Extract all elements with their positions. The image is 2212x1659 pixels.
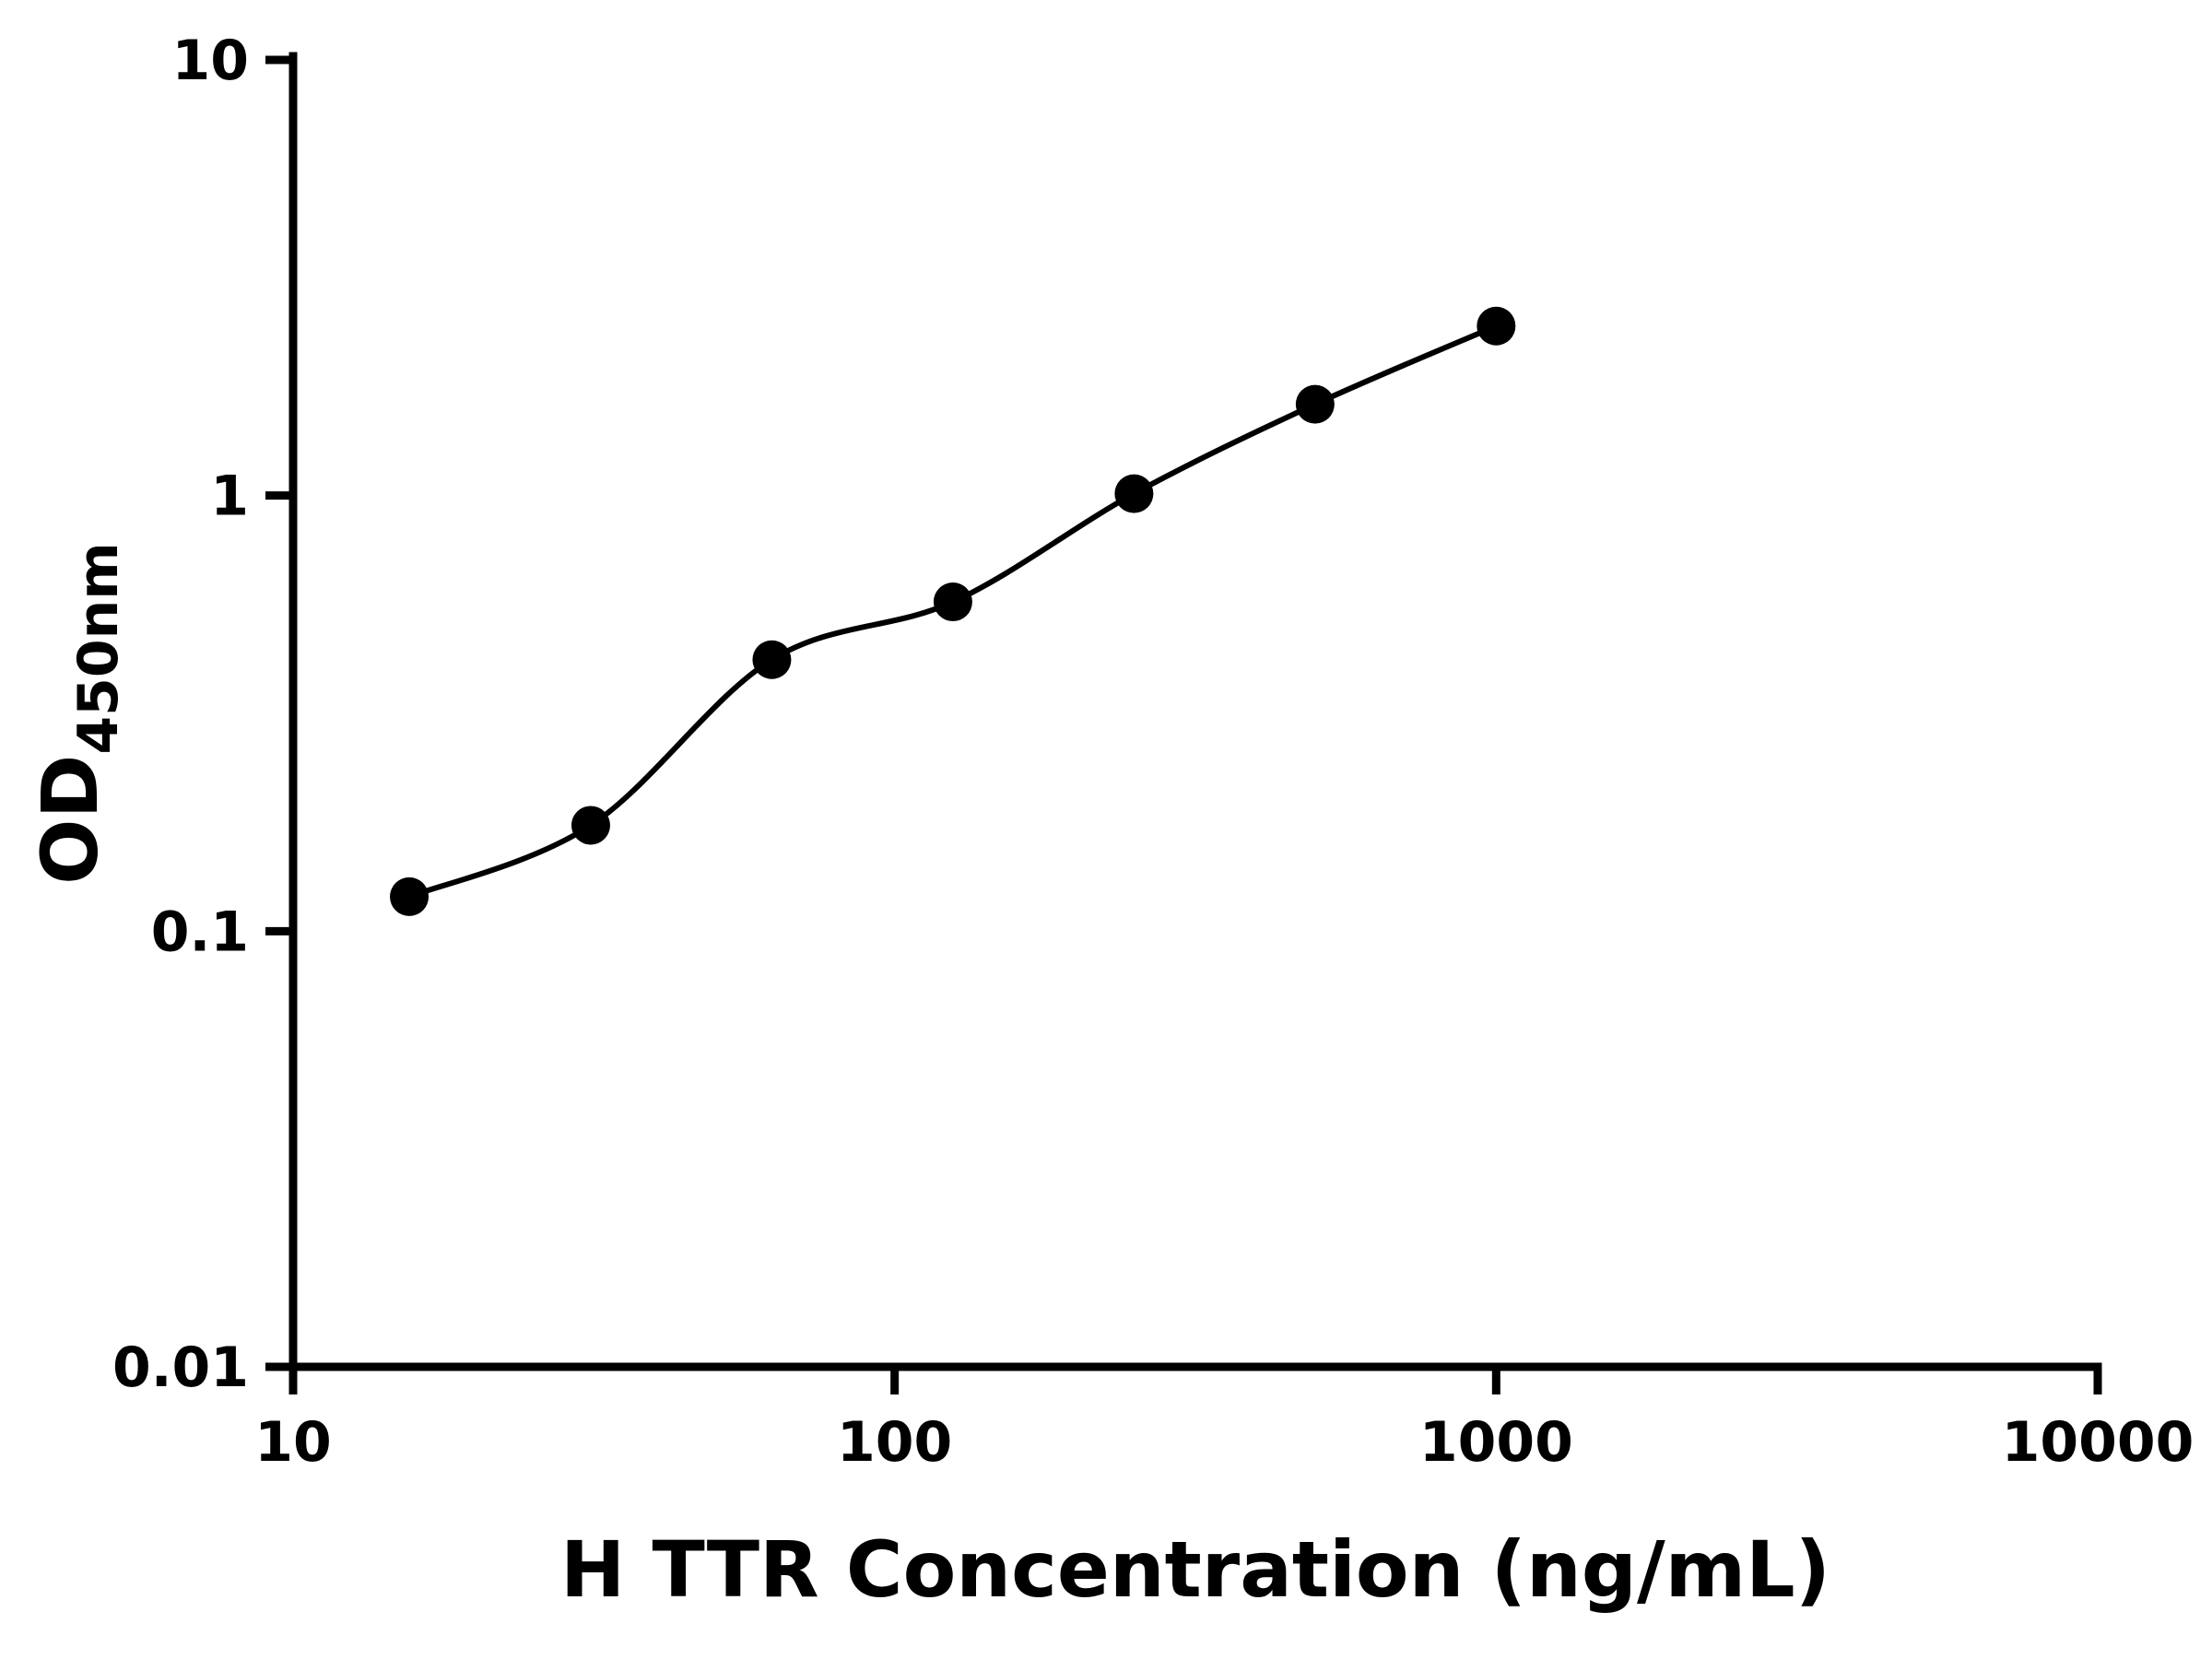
y-axis-tick-label: 0.01 [112,1335,249,1400]
y-axis-tick-label: 10 [172,29,250,93]
y-axis-title: OD450nm [25,542,131,885]
x-axis-tick-label: 10 [254,1410,332,1475]
data-point [1114,474,1154,513]
x-axis-tick-label: 10000 [2002,1410,2194,1475]
data-point [571,806,610,845]
x-axis-tick-label: 1000 [1419,1410,1573,1475]
data-point [752,640,792,679]
data-point [1295,384,1335,424]
data-point [1477,306,1516,346]
y-axis-tick-label: 1 [210,465,249,529]
data-point [390,877,429,916]
y-axis-tick-label: 0.1 [151,900,249,964]
y-axis-title-sub: 450nm [66,542,131,754]
y-axis-title-main: OD [25,755,115,885]
data-point [933,582,972,622]
chart-plot-group: 10 100 1000 10000 0.01 0.1 1 10 [112,29,2194,1475]
x-axis-title: H TTR Concentration (ng/mL) [560,1524,1830,1615]
x-axis-tick-label: 100 [837,1410,952,1475]
axes [288,52,2102,1371]
